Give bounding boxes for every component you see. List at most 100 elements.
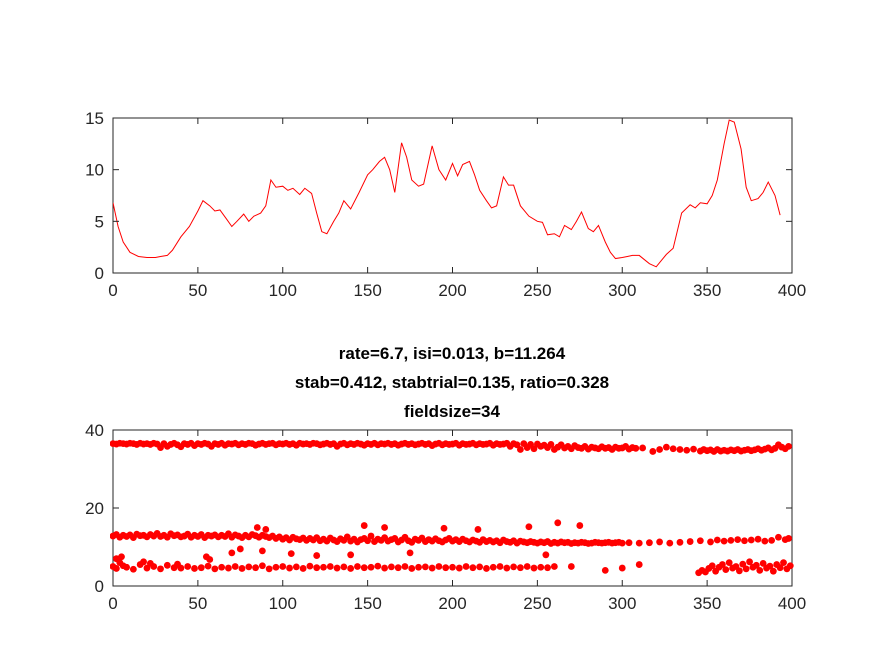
scatter-point [394,564,402,572]
scatter-xtick-label: 100 [269,594,297,613]
scatter-point [415,563,422,571]
scatter-point [666,539,674,547]
line-xtick-label: 400 [778,281,806,300]
scatter-point [258,562,266,570]
scatter-point [236,545,244,553]
scatter-point [544,564,551,572]
scatter-point [761,537,769,545]
line-xtick-label: 300 [608,281,636,300]
scatter-point [489,563,497,571]
scatter-point [184,563,192,570]
line-ytick-label: 0 [95,264,104,283]
line-xtick-label: 200 [438,281,466,300]
scatter-point [752,561,760,569]
line-xtick-label: 50 [188,281,207,300]
scatter-point [360,522,368,529]
scatter-point [786,562,794,570]
scatter-point [197,564,205,572]
scatter-point [354,563,361,570]
scatter-point [442,564,450,572]
scatter-point [513,441,521,449]
scatter-chart-ticks: 0 50 100 150 200 250 300 350 400 0 20 40 [85,421,806,613]
scatter-point [440,524,448,532]
scatter-point [734,536,742,543]
scatter-point [455,564,463,572]
scatter-point [299,565,307,572]
scatter-point [503,564,511,572]
line-xtick-label: 0 [108,281,117,300]
scatter-point [523,563,531,570]
scatter-point [722,566,730,574]
scatter-point [747,536,755,544]
scatter-point [476,563,484,571]
scatter-xtick-label: 400 [778,594,806,613]
scatter-point [649,448,657,455]
scatter-point [554,519,562,527]
scatter-chart-plot-area [112,429,793,587]
scatter-point [656,446,663,453]
scatter-point [204,562,212,570]
scatter-ytick-label: 40 [85,421,104,440]
scatter-point [719,561,726,568]
scatter-point [676,446,684,453]
scatter-point [258,547,266,555]
scatter-point [769,567,777,575]
scatter-xtick-label: 350 [693,594,721,613]
scatter-point [785,442,793,450]
scatter-point [326,563,334,570]
scatter-point [364,537,372,545]
scatter-point [625,539,633,547]
scatter-point [746,558,753,566]
line-ytick-label: 15 [85,109,104,128]
line-ytick-label: 10 [85,161,104,180]
scatter-point [713,536,721,544]
scatter-point [218,563,226,571]
title-line-1: rate=6.7, isi=0.013, b=11.264 [339,344,566,363]
scatter-point [632,444,640,452]
scatter-point [367,563,375,571]
scatter-point [292,563,300,571]
scatter-point [735,567,743,575]
scatter-point [313,564,321,572]
scatter-point [313,552,321,559]
scatter-point [228,549,236,557]
scatter-point [387,563,395,571]
scatter-point [780,559,787,566]
scatter-point [517,564,524,572]
scatter-point [225,564,232,572]
line-ytick-label: 5 [95,212,104,231]
scatter-point [542,551,550,559]
line-chart-ticks: 0 50 100 150 200 250 300 350 400 0 5 10 15 [85,109,806,300]
scatter-point [118,553,125,561]
scatter-point [146,559,154,567]
scatter-point [340,563,348,571]
scatter-point [517,446,524,453]
scatter-point [408,565,416,572]
scatter-point [696,537,704,545]
scatter-chart-axes: 0 50 100 150 200 250 300 350 400 0 20 40 [85,421,806,613]
scatter-point [286,564,293,572]
scatter-point [768,536,776,544]
scatter-point [245,563,253,571]
scatter-point [676,538,684,546]
scatter-point [140,558,147,566]
scatter-point [174,560,181,568]
scatter-xtick-label: 250 [523,594,551,613]
scatter-point [683,446,691,454]
scatter-ytick-label: 0 [95,577,104,596]
scatter-point [157,565,164,573]
scatter-point [435,563,443,570]
scatter-point [238,565,246,572]
scatter-point [530,445,538,453]
scatter-point [530,564,538,572]
scatter-point [191,565,198,572]
scatter-point [320,563,327,571]
scatter-point [374,562,382,570]
scatter-point [462,563,470,570]
scatter-point [725,559,733,566]
scatter-point [646,539,653,547]
scatter-point [537,563,545,571]
line-chart-axes: 0 50 100 150 200 250 300 350 400 0 5 10 15 [85,109,806,300]
scatter-xtick-label: 200 [438,594,466,613]
